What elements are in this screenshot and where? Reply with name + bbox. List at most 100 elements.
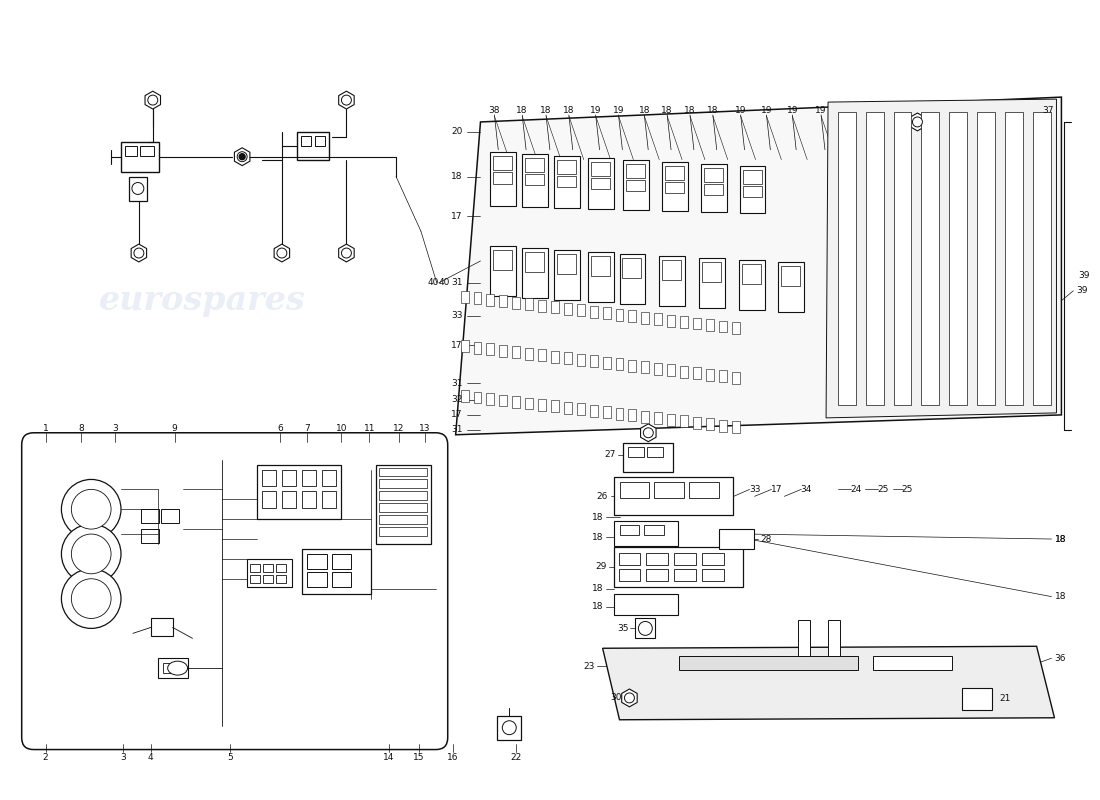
Bar (654, 313, 662, 325)
Bar (718, 420, 727, 432)
Bar (614, 478, 733, 515)
Text: 26: 26 (596, 492, 607, 501)
Text: 23: 23 (583, 662, 595, 670)
Text: 11: 11 (363, 424, 375, 434)
Bar (866, 112, 883, 405)
Bar (157, 658, 187, 678)
Text: 21: 21 (999, 694, 1010, 703)
Bar (576, 304, 585, 316)
Bar (739, 260, 764, 310)
Bar (872, 656, 953, 670)
Bar (379, 467, 427, 477)
Text: 19: 19 (761, 106, 772, 114)
Bar (141, 529, 158, 543)
Bar (623, 258, 641, 278)
Bar (379, 515, 427, 524)
Text: 18: 18 (1055, 534, 1066, 543)
Bar (522, 248, 548, 298)
Bar (262, 491, 276, 508)
Circle shape (503, 721, 516, 734)
Bar (525, 174, 544, 186)
Circle shape (277, 248, 287, 258)
Text: 8: 8 (78, 424, 85, 434)
Circle shape (134, 248, 144, 258)
Text: 17: 17 (771, 485, 782, 494)
Text: 18: 18 (563, 106, 574, 114)
Polygon shape (339, 244, 354, 262)
Bar (702, 569, 724, 581)
Bar (151, 618, 173, 636)
Circle shape (62, 524, 121, 584)
Bar (628, 360, 637, 372)
Bar (473, 342, 482, 354)
Circle shape (638, 622, 652, 635)
Polygon shape (826, 99, 1056, 418)
Bar (739, 166, 766, 214)
Bar (624, 160, 649, 210)
Bar (525, 348, 533, 360)
Bar (702, 262, 721, 282)
Bar (262, 470, 276, 486)
Bar (654, 482, 684, 498)
Bar (301, 491, 316, 508)
Text: 25: 25 (877, 485, 889, 494)
Bar (321, 470, 336, 486)
Bar (461, 341, 469, 352)
Bar (263, 564, 273, 572)
Circle shape (341, 95, 351, 105)
Text: 18: 18 (540, 106, 552, 114)
Bar (662, 260, 681, 280)
FancyBboxPatch shape (22, 433, 448, 750)
Bar (276, 574, 286, 582)
Bar (636, 618, 656, 638)
Bar (732, 422, 739, 434)
Bar (647, 446, 663, 457)
Polygon shape (145, 91, 161, 109)
Circle shape (72, 578, 111, 618)
Text: 40: 40 (428, 278, 439, 287)
Bar (522, 154, 548, 207)
Text: 5: 5 (228, 753, 233, 762)
Text: 39: 39 (1076, 286, 1088, 295)
Bar (301, 470, 316, 486)
Text: 30: 30 (610, 694, 621, 702)
Text: 18: 18 (684, 106, 696, 114)
Bar (141, 510, 158, 523)
Bar (627, 179, 646, 191)
Bar (641, 312, 649, 323)
Text: 1: 1 (43, 424, 48, 434)
Bar (732, 372, 739, 384)
Bar (668, 364, 675, 376)
Bar (732, 322, 739, 334)
Bar (619, 254, 646, 304)
Text: 37: 37 (1043, 106, 1054, 114)
Bar (257, 465, 341, 519)
Bar (647, 569, 668, 581)
Bar (674, 569, 696, 581)
Circle shape (132, 182, 144, 194)
Text: 28: 28 (760, 534, 772, 543)
Bar (693, 417, 701, 429)
Bar (779, 262, 804, 312)
Bar (486, 343, 494, 355)
Bar (576, 403, 585, 415)
Text: 19: 19 (613, 106, 625, 114)
Bar (557, 160, 575, 174)
Bar (698, 258, 725, 308)
Bar (525, 252, 544, 272)
Bar (704, 183, 723, 195)
Text: 12: 12 (394, 424, 405, 434)
Bar (654, 413, 662, 424)
Bar (499, 345, 507, 357)
Bar (161, 510, 178, 523)
Bar (679, 656, 858, 670)
Bar (628, 310, 637, 322)
Bar (557, 254, 575, 274)
Text: 18: 18 (516, 106, 528, 114)
Circle shape (913, 117, 923, 127)
Bar (693, 367, 701, 379)
Bar (962, 688, 992, 710)
Bar (977, 112, 994, 405)
Bar (525, 158, 544, 171)
Bar (619, 525, 639, 535)
